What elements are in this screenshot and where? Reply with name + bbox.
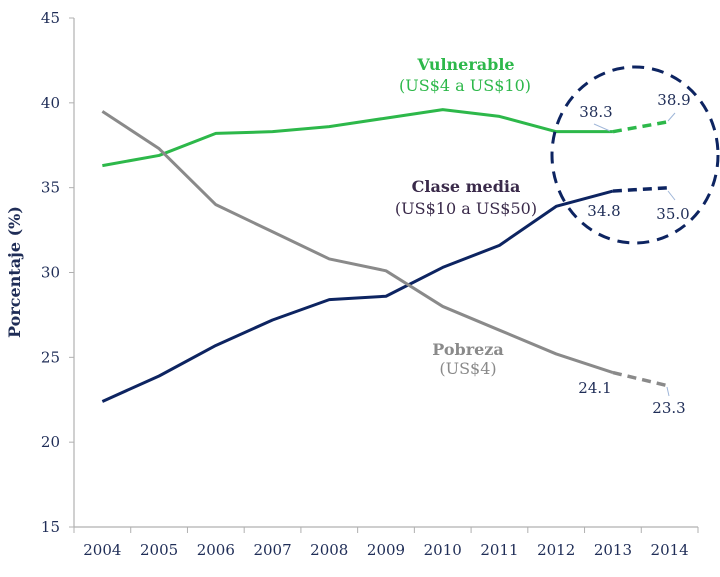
series-label-pobreza: Pobreza [432, 340, 504, 359]
x-tick-label: 2005 [140, 541, 178, 559]
axes: 15 20 25 30 35 40 45 2004 2005 2006 2007 2008 2009 20… [41, 9, 699, 559]
y-axis-label: Porcentaje (%) [5, 206, 24, 338]
x-tick-label: 2010 [424, 541, 462, 559]
x-tick-label: 2008 [310, 541, 348, 559]
x-tick-label: 2006 [197, 541, 235, 559]
data-label-clase-media-2014: 35.0 [656, 205, 689, 223]
data-labels: 38.3 38.9 34.8 35.0 24.1 23.3 [578, 91, 690, 417]
data-label-clase-media-2013: 34.8 [587, 202, 620, 220]
y-tick-label: 40 [41, 94, 60, 112]
x-tick-label: 2012 [537, 541, 575, 559]
series-projection-pobreza [612, 370, 671, 388]
x-tick-label: 2013 [594, 541, 632, 559]
series-projection-clase-media [612, 185, 670, 193]
series-label-vulnerable: Vulnerable [416, 55, 514, 74]
series-line-pobreza [101, 110, 614, 375]
series-lines [101, 108, 671, 403]
x-tick-label: 2011 [480, 541, 518, 559]
series-sublabel-pobreza: (US$4) [439, 359, 496, 378]
y-tick-label: 15 [41, 518, 60, 536]
series-line-vulnerable [102, 108, 613, 168]
series-projection-vulnerable [612, 119, 670, 134]
series-sublabel-vulnerable: (US$4 a US$10) [399, 76, 531, 95]
series-line-clase-media [101, 189, 614, 403]
series-sublabel-clase-media: (US$10 a US$50) [395, 199, 537, 218]
data-label-pobreza-2013: 24.1 [578, 379, 611, 397]
y-tick-label: 20 [41, 433, 60, 451]
x-tick-label: 2009 [367, 541, 405, 559]
data-label-vulnerable-2013: 38.3 [579, 103, 612, 121]
x-tick-label: 2014 [651, 541, 689, 559]
y-tick-label: 30 [41, 264, 60, 282]
data-label-vulnerable-2014: 38.9 [657, 91, 690, 109]
series-label-clase-media: Clase media [412, 177, 521, 196]
x-tick-label: 2007 [253, 541, 291, 559]
data-label-pobreza-2014: 23.3 [652, 399, 685, 417]
highlight-circle [550, 65, 720, 245]
x-tick-label: 2004 [83, 541, 121, 559]
y-tick-label: 45 [41, 9, 60, 27]
y-tick-label: 25 [41, 348, 60, 366]
y-tick-label: 35 [41, 179, 60, 197]
